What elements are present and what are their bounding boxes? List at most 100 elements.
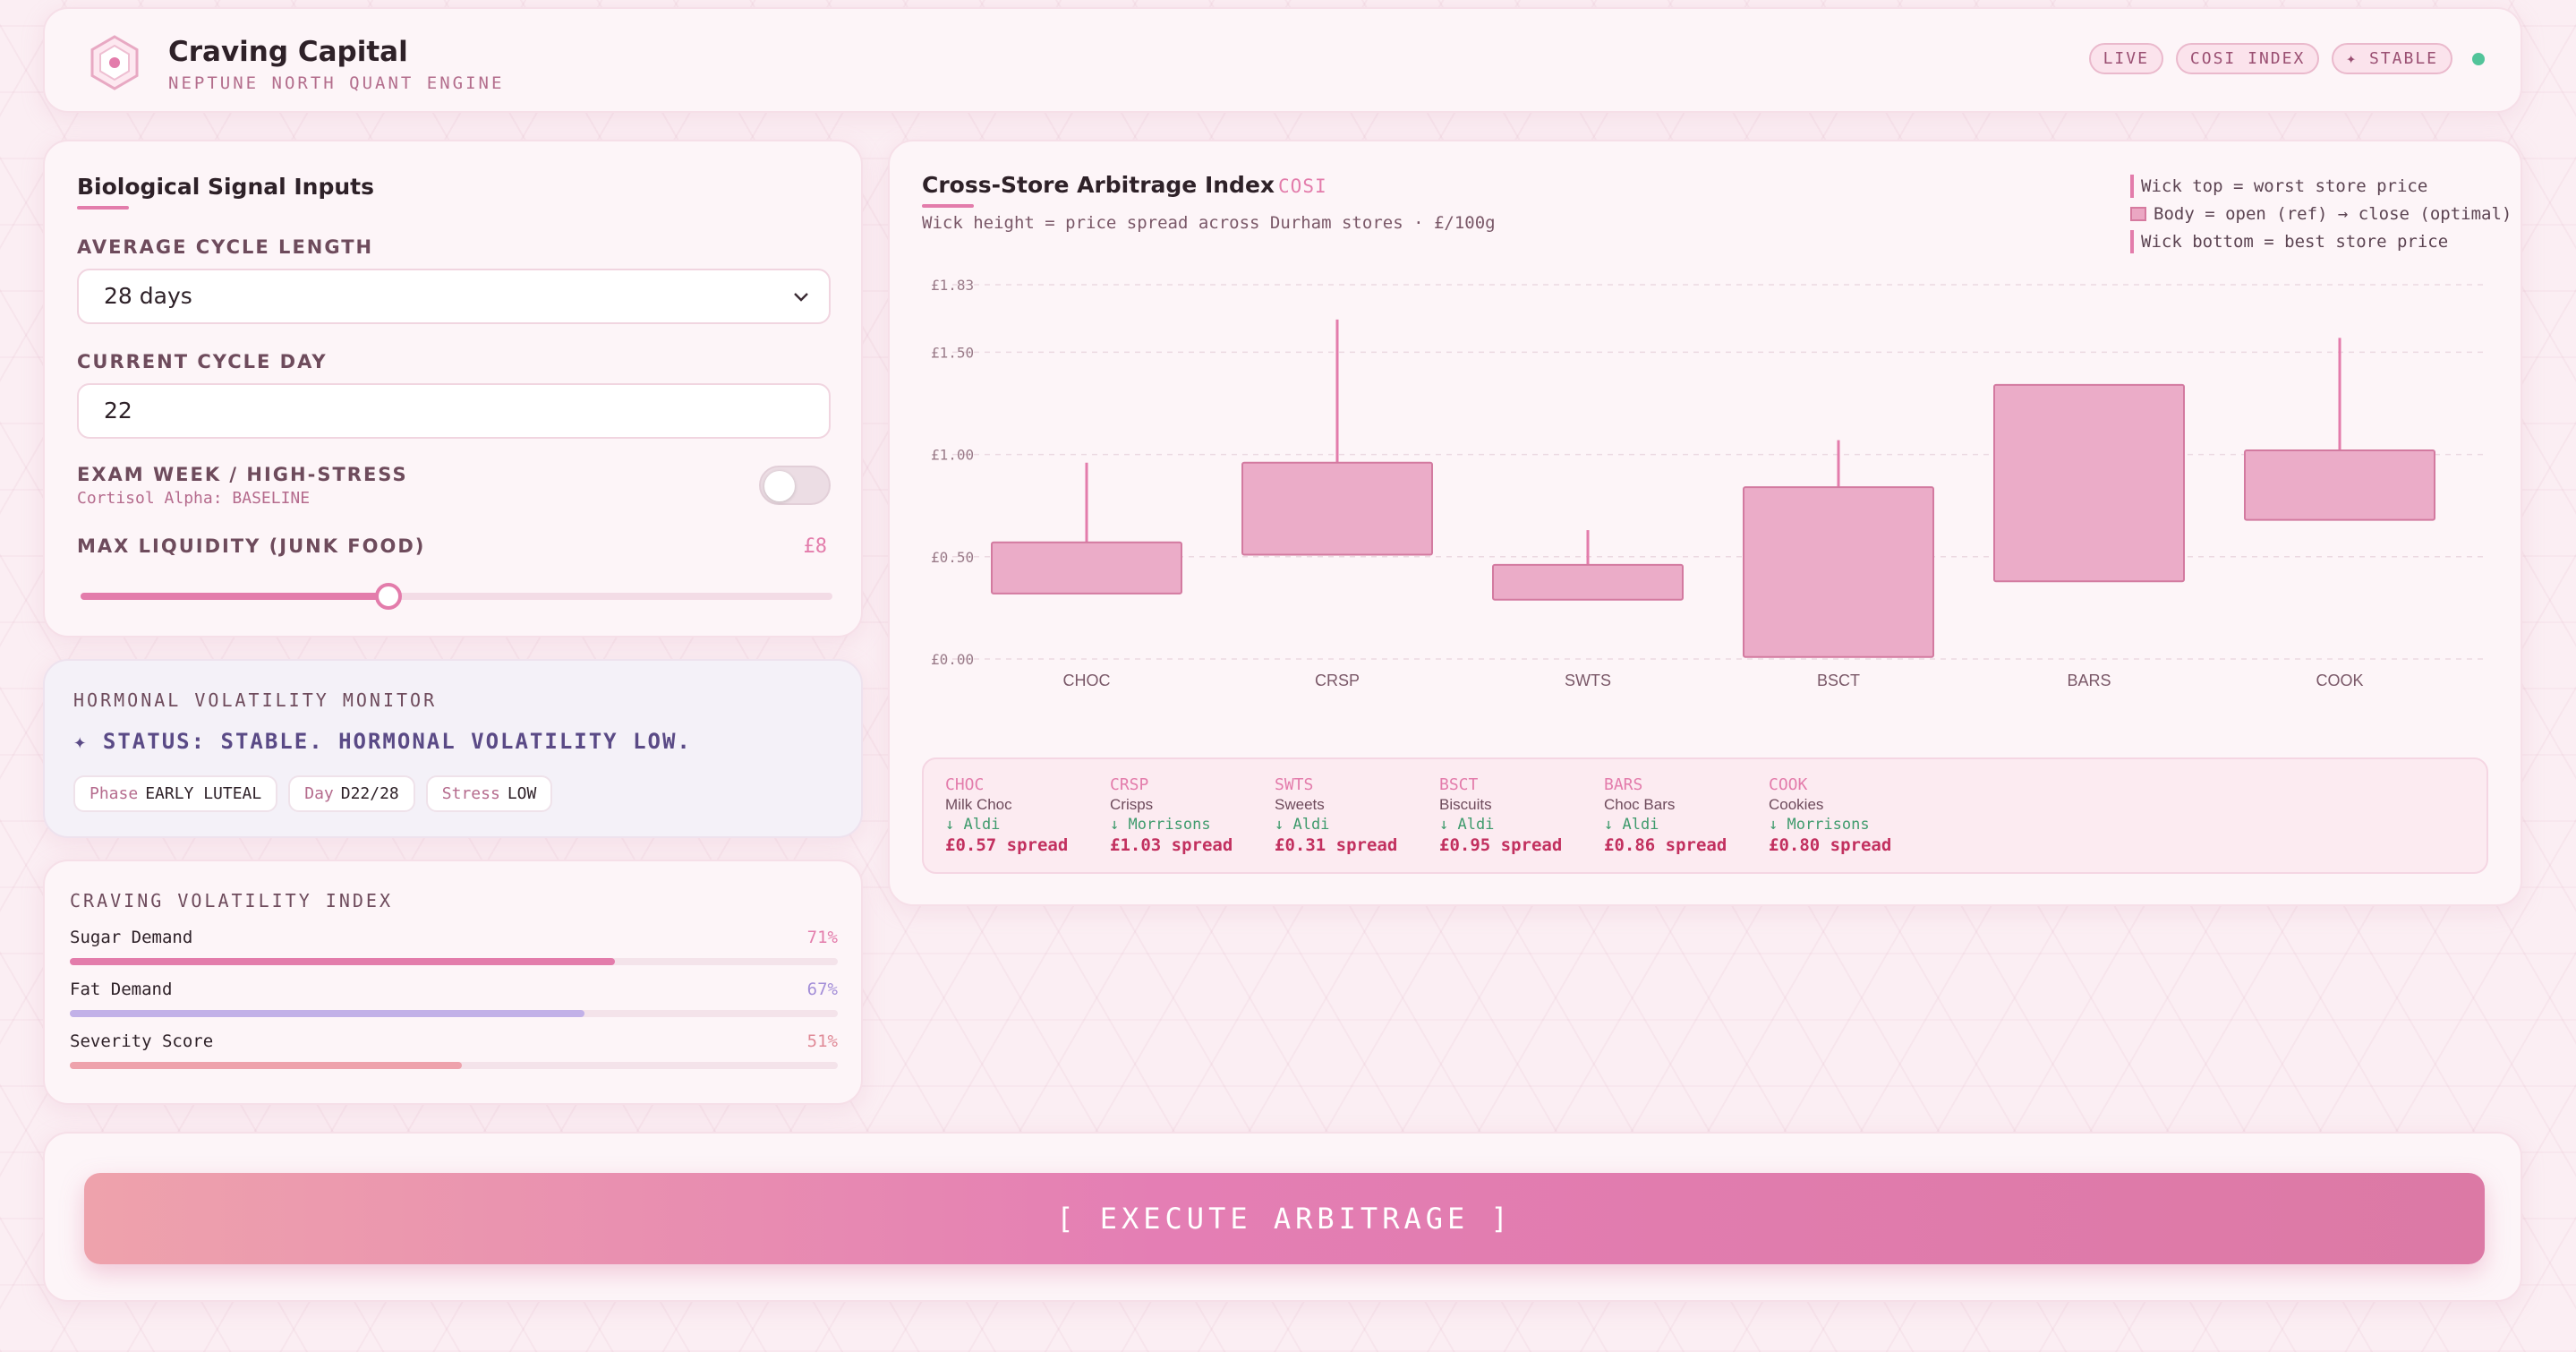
stress-toggle[interactable] [759, 466, 831, 505]
craving-index-panel: CRAVING VOLATILITY INDEX Sugar Demand 71… [43, 860, 863, 1105]
candle-body [991, 541, 1182, 595]
bar-percent: 67% [806, 980, 838, 999]
y-tick-label: £0.00 [931, 651, 974, 668]
legend-line-swatch [2130, 229, 2134, 253]
x-tick-label: CRSP [1315, 672, 1360, 689]
bar-track [70, 1062, 838, 1069]
phase-chip: Phase EARLY LUTEAL [73, 775, 278, 812]
liquidity-slider[interactable] [81, 583, 832, 610]
stress-chip: Stress LOW [425, 775, 553, 812]
tile-name: Choc Bars [1604, 796, 1676, 813]
liquidity-value: £8 [803, 535, 828, 558]
candlestick-chart: £0.00 £0.50 £1.00 £1.50 £1.83 CHOC CRSP SWTS BSC… [931, 277, 2483, 689]
craving-title: CRAVING VOLATILITY INDEX [70, 890, 393, 911]
tile-spread: £0.80 spread [1769, 835, 1892, 855]
tile-spread: £0.31 spread [1275, 835, 1398, 855]
tile-spread: £0.86 spread [1604, 835, 1727, 855]
cosi-index-pill: COSI INDEX [2175, 43, 2320, 74]
legend-label: Body = open (ref) → close (optimal) [2154, 203, 2512, 224]
bar-percent: 51% [806, 1031, 838, 1051]
candle-body [1743, 486, 1934, 658]
chart-tag: COSI [1278, 175, 1327, 197]
chip-key: Phase [90, 784, 139, 803]
tile-code: COOK [1769, 775, 1808, 794]
inputs-title: Biological Signal Inputs [77, 174, 375, 200]
cycle-length-value: 28 days [104, 283, 192, 309]
cycle-day-input[interactable]: 22 [77, 383, 831, 439]
y-tick-label: £1.50 [931, 344, 974, 361]
bar-label: Sugar Demand [70, 928, 193, 947]
hexagon-logo-icon [90, 35, 139, 90]
tile-name: Milk Choc [945, 796, 1012, 813]
tile-store: ↓ Aldi [1604, 816, 1659, 834]
tile-spread: £0.95 spread [1439, 835, 1563, 855]
cycle-length-label: AVERAGE CYCLE LENGTH [77, 236, 374, 258]
chip-value: LOW [507, 784, 537, 803]
slider-thumb[interactable] [375, 583, 403, 610]
chart-title: Cross-Store Arbitrage Index COSI [922, 172, 1327, 198]
bar-percent: 71% [806, 928, 838, 947]
live-status-dot [2472, 52, 2485, 65]
app-subtitle: NEPTUNE NORTH QUANT ENGINE [168, 73, 505, 93]
bar-track [70, 958, 838, 965]
candle-body [1492, 563, 1684, 601]
tile-code: SWTS [1275, 775, 1314, 794]
execute-panel: [ EXECUTE ARBITRAGE ] [43, 1132, 2522, 1302]
bar-track [70, 1010, 838, 1017]
bar-fill [70, 1062, 462, 1069]
spread-tile-choc: CHOC Milk Choc ↓ Aldi £0.57 spread [945, 775, 1106, 855]
tile-name: Biscuits [1439, 796, 1492, 813]
spread-tile-crsp: CRSP Crisps ↓ Morrisons £1.03 spread [1110, 775, 1271, 855]
bar-fill [70, 1010, 584, 1017]
live-pill: LIVE [2088, 43, 2163, 74]
slider-fill [81, 593, 389, 600]
chart-title-underline [922, 204, 974, 208]
tile-store: ↓ Aldi [1275, 816, 1330, 834]
tile-name: Crisps [1110, 796, 1154, 813]
tile-store: ↓ Morrisons [1110, 816, 1211, 834]
bar-fill [70, 958, 616, 965]
y-tick-label: £1.00 [931, 447, 974, 464]
app-title: Craving Capital [168, 36, 408, 68]
spread-tile-swts: SWTS Sweets ↓ Aldi £0.31 spread [1275, 775, 1436, 855]
legend-body: Body = open (ref) → close (optimal) [2130, 200, 2512, 227]
legend-line-swatch [2130, 174, 2134, 198]
y-tick-label: £1.83 [931, 277, 974, 294]
chip-value: EARLY LUTEAL [145, 784, 262, 803]
tile-name: Sweets [1275, 796, 1325, 813]
biological-inputs-panel: Biological Signal Inputs AVERAGE CYCLE L… [43, 140, 863, 637]
x-tick-label: BARS [2067, 672, 2111, 689]
tile-code: BARS [1604, 775, 1643, 794]
bar-label: Severity Score [70, 1031, 214, 1051]
cycle-length-select[interactable]: 28 days [77, 269, 831, 324]
arbitrage-chart-panel: Cross-Store Arbitrage Index COSI Wick hei… [888, 140, 2522, 906]
tile-name: Cookies [1769, 796, 1824, 813]
tile-code: BSCT [1439, 775, 1479, 794]
x-tick-label: COOK [2316, 672, 2363, 689]
x-tick-label: BSCT [1817, 672, 1860, 689]
chevron-down-icon [794, 293, 808, 302]
tile-store: ↓ Aldi [1439, 816, 1495, 834]
legend-wick-bottom: Wick bottom = best store price [2130, 227, 2512, 255]
cortisol-note: Cortisol Alpha: BASELINE [77, 489, 311, 508]
chip-value: D22/28 [340, 784, 399, 803]
monitor-status: ✦ STATUS: STABLE. HORMONAL VOLATILITY LO… [73, 729, 692, 754]
chart-title-text: Cross-Store Arbitrage Index [922, 172, 1275, 198]
y-tick-label: £0.50 [931, 549, 974, 566]
spread-tile-bars: BARS Choc Bars ↓ Aldi £0.86 spread [1604, 775, 1765, 855]
legend-label: Wick top = worst store price [2141, 175, 2428, 196]
spread-tile-cook: COOK Cookies ↓ Morrisons £0.80 spread [1769, 775, 1930, 855]
tile-spread: £1.03 spread [1110, 835, 1233, 855]
cycle-day-label: CURRENT CYCLE DAY [77, 351, 328, 372]
inputs-title-underline [77, 206, 129, 210]
spread-summary: CHOC Milk Choc ↓ Aldi £0.57 spread CRSP … [922, 757, 2488, 874]
execute-arbitrage-button[interactable]: [ EXECUTE ARBITRAGE ] [84, 1173, 2485, 1264]
stress-label: EXAM WEEK / HIGH-STRESS [77, 464, 408, 485]
tile-store: ↓ Aldi [945, 816, 1001, 834]
legend-label: Wick bottom = best store price [2141, 231, 2449, 252]
monitor-title: HORMONAL VOLATILITY MONITOR [73, 689, 438, 711]
tile-spread: £0.57 spread [945, 835, 1069, 855]
x-tick-label: SWTS [1565, 672, 1611, 689]
chip-key: Stress [441, 784, 500, 803]
app-header: Craving Capital NEPTUNE NORTH QUANT ENGI… [43, 7, 2522, 113]
